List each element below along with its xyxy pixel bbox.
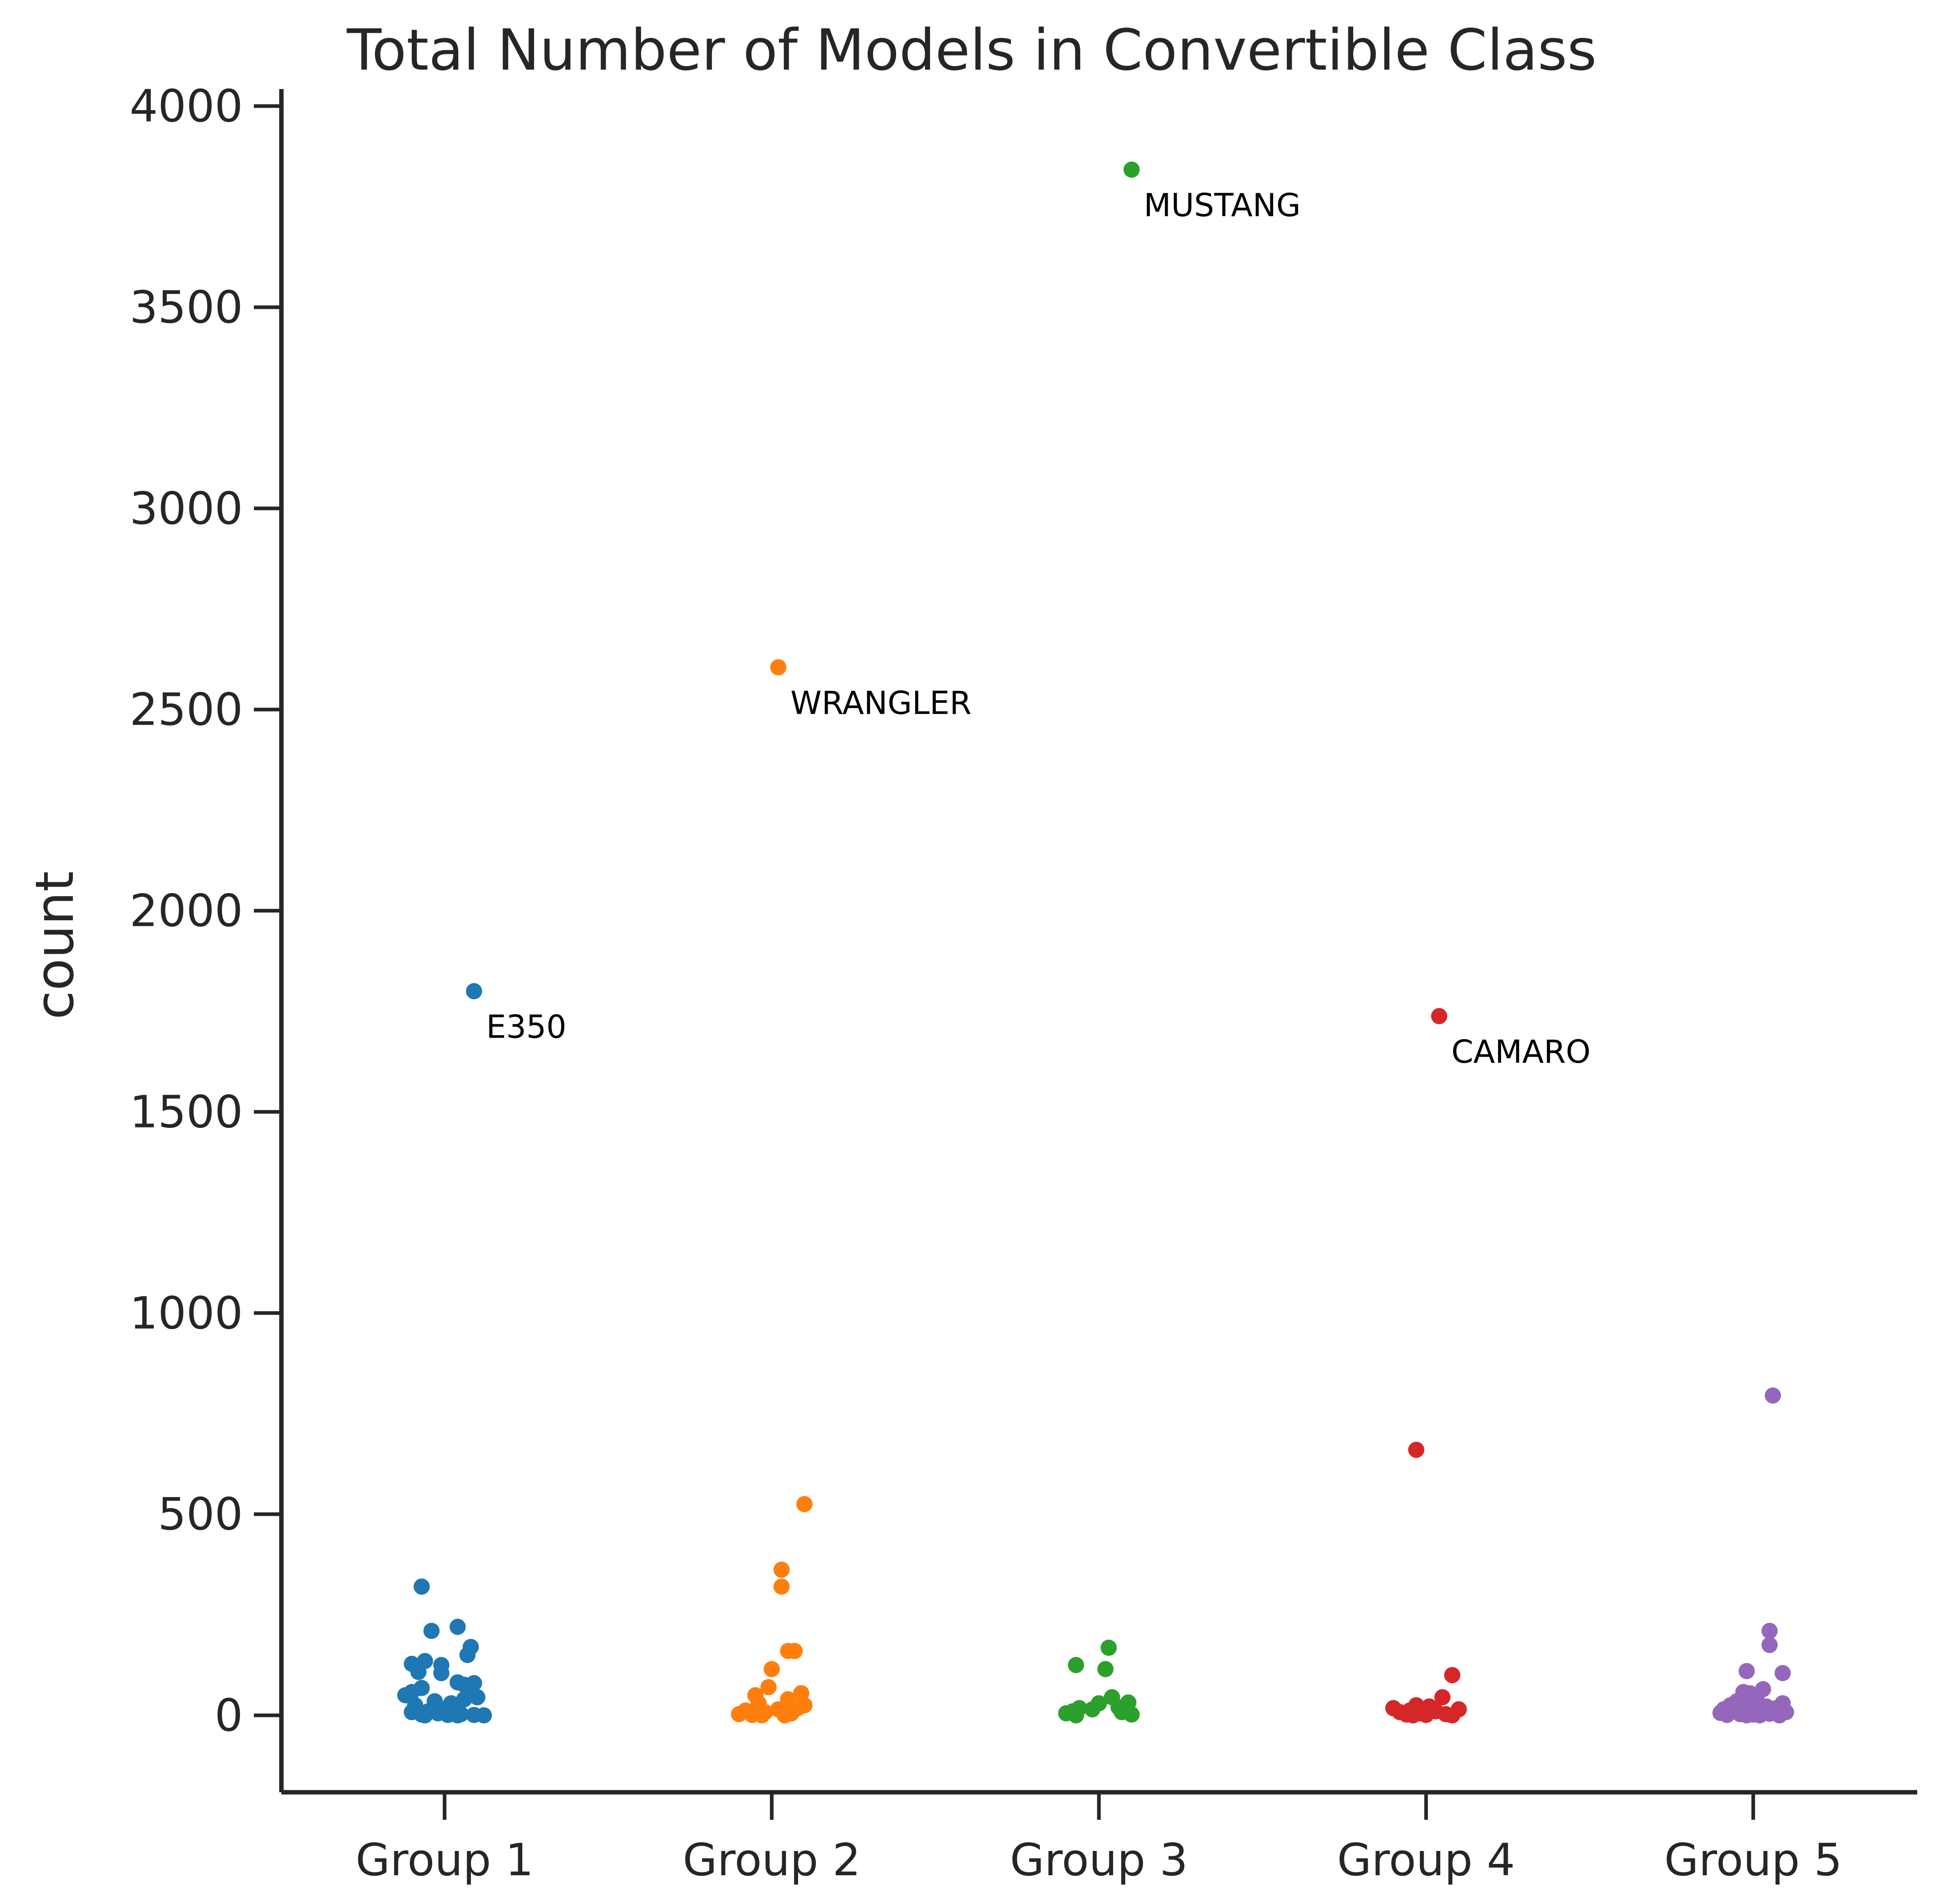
data-point bbox=[449, 1707, 466, 1723]
x-axis-ticks: Group 1 Group 2 Group 3 Group 4 Group 5 bbox=[356, 1792, 1842, 1886]
data-point bbox=[773, 1579, 790, 1595]
point-annotation: WRANGLER bbox=[790, 685, 971, 721]
y-axis-label: count bbox=[24, 871, 85, 1020]
data-point bbox=[1084, 1701, 1101, 1718]
data-point bbox=[777, 1707, 793, 1723]
data-point bbox=[1101, 1640, 1117, 1656]
data-point bbox=[1431, 1008, 1448, 1024]
data-point bbox=[770, 659, 787, 676]
data-point bbox=[796, 1496, 813, 1513]
data-point bbox=[1068, 1657, 1084, 1673]
data-point bbox=[410, 1664, 427, 1680]
data-point bbox=[397, 1687, 414, 1704]
data-point bbox=[1123, 162, 1140, 178]
y-tick-label: 1000 bbox=[130, 1287, 243, 1339]
data-point bbox=[773, 1561, 790, 1578]
data-point bbox=[731, 1706, 747, 1723]
data-point bbox=[1771, 1707, 1788, 1723]
data-point bbox=[1765, 1387, 1781, 1404]
data-point bbox=[1444, 1667, 1460, 1683]
data-point bbox=[466, 983, 482, 1000]
x-tick-label: Group 5 bbox=[1664, 1834, 1842, 1886]
y-tick-label: 3500 bbox=[130, 281, 243, 333]
data-point bbox=[1408, 1442, 1424, 1458]
y-tick-label: 3000 bbox=[130, 483, 243, 534]
point-annotation: E350 bbox=[486, 1009, 566, 1045]
data-point bbox=[417, 1707, 433, 1723]
data-point bbox=[1418, 1707, 1434, 1723]
x-tick-label: Group 2 bbox=[683, 1834, 861, 1886]
data-point bbox=[1405, 1707, 1421, 1723]
data-point bbox=[469, 1689, 485, 1706]
data-point bbox=[475, 1707, 492, 1723]
y-tick-label: 1500 bbox=[130, 1086, 243, 1138]
point-annotations: E350 WRANGLER MUSTANG CAMARO bbox=[486, 187, 1591, 1070]
chart-title: Total Number of Models in Convertible Cl… bbox=[347, 17, 1597, 83]
y-tick-label: 500 bbox=[158, 1488, 243, 1540]
data-point bbox=[1752, 1707, 1768, 1723]
y-tick-label: 0 bbox=[215, 1689, 243, 1741]
data-point bbox=[764, 1661, 780, 1677]
data-point bbox=[1738, 1707, 1755, 1723]
x-tick-label: Group 4 bbox=[1337, 1834, 1515, 1886]
data-point bbox=[760, 1679, 777, 1696]
data-point bbox=[1761, 1623, 1778, 1639]
y-tick-label: 4000 bbox=[130, 80, 243, 132]
data-point bbox=[1774, 1665, 1791, 1681]
data-point bbox=[786, 1643, 803, 1659]
data-point bbox=[1123, 1706, 1140, 1723]
point-annotation: CAMARO bbox=[1451, 1034, 1590, 1070]
data-point bbox=[1738, 1663, 1755, 1679]
data-point bbox=[1068, 1707, 1084, 1723]
x-tick-label: Group 3 bbox=[1010, 1834, 1188, 1886]
data-points bbox=[397, 162, 1794, 1723]
data-point bbox=[459, 1647, 476, 1663]
data-point bbox=[413, 1579, 430, 1595]
data-point bbox=[1444, 1707, 1460, 1723]
y-tick-label: 2500 bbox=[130, 684, 243, 736]
data-point bbox=[1434, 1689, 1451, 1706]
data-point bbox=[433, 1665, 449, 1681]
y-axis-ticks: 0 500 1000 1500 2000 2500 3000 3500 4000 bbox=[130, 80, 281, 1741]
data-point bbox=[754, 1707, 770, 1723]
y-tick-label: 2000 bbox=[130, 885, 243, 937]
data-point bbox=[1761, 1637, 1778, 1653]
data-point bbox=[423, 1623, 440, 1639]
data-point bbox=[1719, 1707, 1735, 1723]
point-annotation: MUSTANG bbox=[1144, 187, 1301, 224]
x-tick-label: Group 1 bbox=[356, 1834, 534, 1886]
data-point bbox=[1097, 1661, 1114, 1677]
data-point bbox=[449, 1619, 466, 1635]
